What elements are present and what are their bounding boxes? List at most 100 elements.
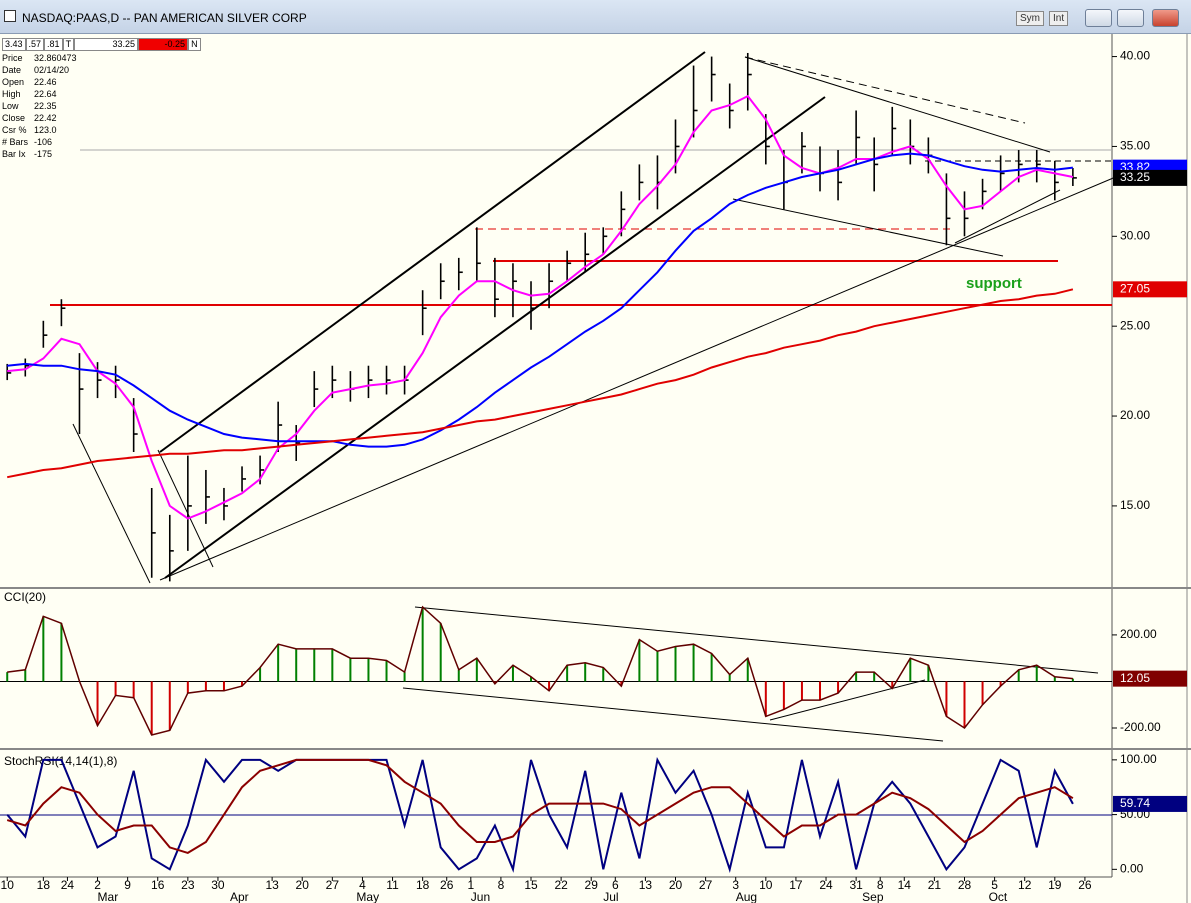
x-tick-label: 27 [699, 878, 713, 892]
cci-bar [620, 681, 623, 687]
cci-bar [259, 667, 262, 682]
info-row: Open 22.46 [2, 76, 201, 88]
month-label: Oct [989, 890, 1008, 903]
field: 3.43 [2, 38, 26, 51]
info-value: 32.860473 [34, 53, 77, 63]
cci-bar [891, 681, 894, 689]
cci-bar [511, 665, 514, 682]
x-tick-label: 13 [265, 878, 279, 892]
cci-bar [674, 646, 677, 682]
cci-bar [764, 681, 767, 717]
month-label: Apr [230, 890, 249, 903]
info-row: Bar Ix -175 [2, 148, 201, 160]
cci-bar [313, 648, 316, 682]
info-row: Close 22.42 [2, 112, 201, 124]
cci-bar [656, 651, 659, 682]
info-label: Low [2, 101, 19, 111]
info-label: High [2, 89, 21, 99]
x-tick-label: 26 [440, 878, 454, 892]
info-value: 22.35 [34, 101, 57, 111]
x-tick-label: 28 [958, 878, 972, 892]
info-label: Date [2, 65, 22, 75]
month-label: Jun [471, 890, 490, 903]
cci-bar [60, 623, 63, 682]
x-tick-label: 24 [61, 878, 75, 892]
series-line [7, 605, 1073, 736]
field: T [62, 38, 75, 51]
cci-bar [710, 653, 713, 682]
x-tick-label: 20 [296, 878, 310, 892]
x-tick-label: 31 [849, 878, 863, 892]
cci-bar [837, 681, 840, 694]
info-value: 22.46 [34, 77, 57, 87]
value-marker [1113, 281, 1187, 298]
value-marker-label: 27.05 [1120, 282, 1150, 296]
cci-bar [1035, 665, 1038, 682]
x-tick-label: 9 [124, 878, 131, 892]
close-button[interactable] [1152, 9, 1179, 27]
info-panel: 3.43 .57 .81 T 33.25 -0.25 N Price 32.860… [2, 38, 201, 160]
info-row: Date 02/14/20 [2, 64, 201, 76]
x-tick-label: 23 [181, 878, 195, 892]
cci-bar [945, 681, 948, 717]
cci-bar [385, 660, 388, 682]
x-tick-label: 16 [151, 878, 165, 892]
series-line [7, 94, 1074, 520]
info-value: 02/14/20 [34, 65, 70, 75]
y-tick-label: 40.00 [1120, 49, 1150, 63]
info-value: 22.64 [34, 89, 57, 99]
info-label: # Bars [2, 137, 29, 147]
value-marker-label: 59.74 [1120, 796, 1150, 810]
cci-bar [403, 672, 406, 682]
cci-bar [331, 648, 334, 682]
y-tick-label: 25.00 [1120, 318, 1150, 332]
x-tick-label: 15 [524, 878, 538, 892]
cci-bar [692, 644, 695, 682]
window-title: NASDAQ:PAAS,D -- PAN AMERICAN SILVER COR… [22, 11, 307, 25]
cci-bar [168, 681, 171, 731]
cci-bar [963, 681, 966, 728]
symbol-button[interactable]: Sym [1016, 11, 1044, 26]
month-label: Jul [603, 890, 618, 903]
value-marker [1113, 795, 1187, 812]
cci-bar [602, 667, 605, 682]
x-tick-label: 26 [1078, 878, 1092, 892]
maximize-button[interactable] [1117, 9, 1144, 27]
cci-bar [475, 658, 478, 682]
cci-bar [295, 648, 298, 682]
quote-fields: 3.43 .57 .81 T 33.25 -0.25 N [2, 38, 201, 51]
value-marker-label: 33.25 [1120, 170, 1150, 184]
x-tick-label: 29 [585, 878, 599, 892]
cci-bar [96, 681, 99, 726]
cci-bar [746, 658, 749, 682]
trend-channel [164, 96, 826, 579]
minimize-button[interactable] [1085, 9, 1112, 27]
series-line [7, 152, 1074, 448]
cci-bar [367, 658, 370, 682]
field: .81 [44, 38, 63, 51]
cci-bar [222, 681, 225, 691]
cci-trend-line [414, 606, 1099, 674]
x-tick-label: 10 [759, 878, 773, 892]
info-row: Price 32.860473 [2, 52, 201, 64]
cci-bar [909, 658, 912, 682]
trend-channel [159, 51, 706, 453]
series-line [6, 758, 1074, 854]
cci-bar [114, 681, 117, 696]
cci-bar [42, 616, 45, 682]
cci-bar [819, 681, 822, 701]
cci-bar [1017, 669, 1020, 682]
cci-bar [800, 681, 803, 701]
cci-bar [241, 681, 244, 687]
info-row: # Bars -106 [2, 136, 201, 148]
info-rows: Price 32.860473 Date 02/14/20 Open 22.46 High 2… [2, 52, 201, 160]
pane-title: CCI(20) [4, 590, 46, 604]
month-label: Sep [862, 890, 884, 903]
month-label: Mar [98, 890, 119, 903]
cci-bar [204, 681, 207, 691]
interval-button[interactable]: Int [1049, 11, 1069, 26]
x-tick-label: 30 [211, 878, 225, 892]
value-marker-label: 12.05 [1120, 671, 1150, 685]
